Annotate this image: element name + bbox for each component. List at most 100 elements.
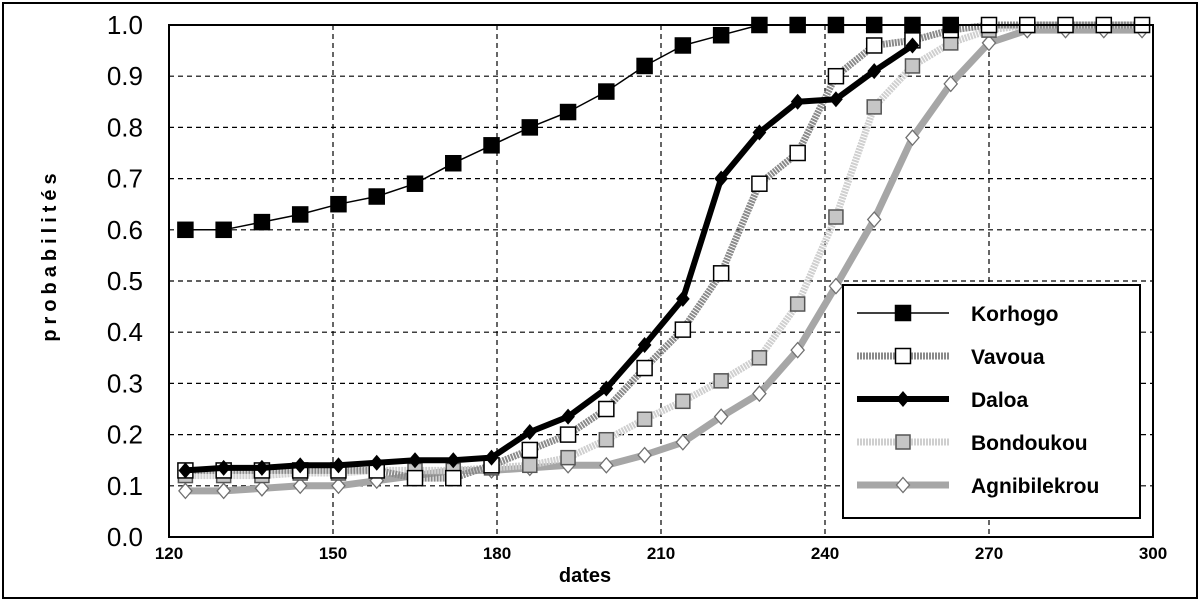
y-tick-label: 0.3 xyxy=(107,368,143,398)
data-point xyxy=(253,213,271,231)
legend-marker xyxy=(895,476,911,494)
data-point xyxy=(368,188,385,205)
data-point xyxy=(599,380,614,397)
legend-item: Agnibilekrou xyxy=(857,475,1099,498)
data-point xyxy=(598,431,615,448)
data-point xyxy=(789,296,806,312)
data-point xyxy=(406,469,424,487)
data-point xyxy=(369,454,384,471)
data-point xyxy=(675,393,691,410)
data-point xyxy=(598,456,614,474)
data-point xyxy=(254,479,270,497)
data-point xyxy=(751,175,768,192)
legend-marker xyxy=(894,304,912,322)
series-lines xyxy=(177,16,1151,500)
legend-marker xyxy=(896,391,910,407)
legend-label: Daloa xyxy=(971,389,1029,412)
data-point xyxy=(445,469,462,487)
x-tick-label: 120 xyxy=(155,544,183,563)
data-point xyxy=(751,350,768,366)
plot-area-border xyxy=(168,24,1154,538)
data-point xyxy=(714,170,728,187)
data-point xyxy=(866,99,882,115)
data-point xyxy=(752,385,767,403)
y-tick-label: 0.9 xyxy=(107,61,143,91)
data-point xyxy=(674,37,692,54)
data-point xyxy=(559,103,577,121)
legend-item: Daloa xyxy=(857,389,1029,412)
data-point xyxy=(713,373,729,389)
x-tick-label: 270 xyxy=(975,544,1003,563)
legend-item: Bondoukou xyxy=(857,432,1088,455)
data-point xyxy=(255,459,269,476)
legend-label: Vavoua xyxy=(971,346,1045,369)
y-tick-label: 0.2 xyxy=(107,420,143,450)
y-tick-label: 0.8 xyxy=(107,112,143,142)
x-tick-label: 240 xyxy=(811,544,839,563)
data-point xyxy=(521,119,539,136)
data-point xyxy=(713,408,729,426)
data-point xyxy=(561,408,575,425)
data-point xyxy=(522,424,537,441)
legend-item: Vavoua xyxy=(857,346,1045,369)
data-point xyxy=(446,452,461,469)
x-tick-label: 150 xyxy=(319,544,347,563)
data-point xyxy=(331,477,346,495)
x-ticks: 120 150 180 210 240 270 300 xyxy=(155,544,1167,563)
data-point xyxy=(865,37,883,54)
y-tick-label: 0.1 xyxy=(107,471,143,501)
x-tick-label: 180 xyxy=(483,544,511,563)
data-point xyxy=(521,441,539,459)
data-point xyxy=(943,75,959,93)
data-point xyxy=(215,221,232,239)
data-point xyxy=(559,426,577,443)
data-point xyxy=(790,93,805,110)
data-point xyxy=(981,34,997,52)
legend-label: Korhogo xyxy=(971,303,1058,326)
data-point xyxy=(752,124,767,141)
y-tick-label: 0.7 xyxy=(107,164,143,194)
legend-label: Bondoukou xyxy=(971,432,1088,455)
data-point xyxy=(637,337,652,353)
x-axis-label: dates xyxy=(559,565,611,587)
data-point xyxy=(331,457,346,474)
data-point xyxy=(829,91,843,108)
data-point xyxy=(484,449,499,466)
x-tick-label: 300 xyxy=(1139,544,1167,563)
y-tick-label: 1.0 xyxy=(107,10,143,40)
data-point xyxy=(293,457,308,474)
legend-label: Agnibilekrou xyxy=(971,475,1099,498)
y-tick-label: 0.5 xyxy=(107,266,143,296)
data-point xyxy=(291,206,309,223)
y-tick-label: 0.6 xyxy=(107,215,143,245)
legend: Korhogo Vavoua Daloa Bondoukou Agnibilekrou xyxy=(842,284,1141,519)
data-point xyxy=(177,221,194,239)
data-point xyxy=(598,400,615,418)
data-point xyxy=(789,144,806,162)
data-point xyxy=(598,83,615,100)
y-tick-label: 0.4 xyxy=(107,317,143,347)
data-point xyxy=(330,195,347,213)
y-tick-label: 0.0 xyxy=(107,522,143,552)
data-point xyxy=(712,26,730,44)
data-point xyxy=(905,129,920,147)
data-point xyxy=(636,57,653,75)
legend-item: Korhogo xyxy=(857,303,1058,326)
data-point xyxy=(905,37,920,54)
data-point xyxy=(292,477,308,495)
series-korhogo xyxy=(177,16,959,239)
data-point xyxy=(675,433,691,451)
data-point xyxy=(828,277,844,295)
data-point xyxy=(408,452,422,469)
data-point xyxy=(178,482,193,500)
y-axis-label: probabilités xyxy=(39,168,61,341)
data-point xyxy=(866,211,882,229)
data-point xyxy=(712,265,730,282)
data-point xyxy=(636,411,653,427)
data-point xyxy=(674,321,692,338)
legend-marker xyxy=(894,347,912,365)
data-point xyxy=(904,58,921,74)
data-point xyxy=(178,462,193,479)
